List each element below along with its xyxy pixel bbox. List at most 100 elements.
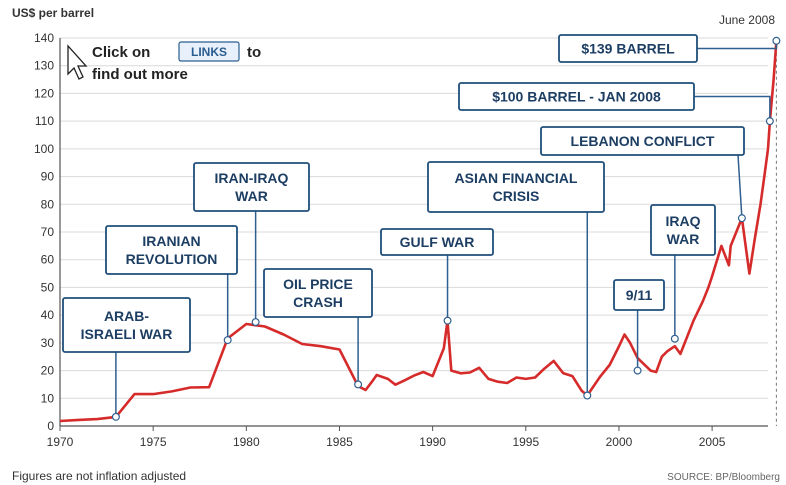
x-tick-label: 1970 (47, 435, 74, 449)
y-tick-label: 140 (34, 31, 54, 45)
callout-label[interactable]: ARAB- ISRAELI WAR (81, 308, 173, 342)
callout-label-line[interactable]: $139 BARREL (581, 41, 675, 57)
callout-label-line[interactable]: IRANIAN (142, 233, 200, 249)
event-callout[interactable]: GULF WAR (380, 228, 494, 325)
callout-box[interactable] (540, 126, 745, 156)
callout-marker (772, 36, 781, 45)
footnote: Figures are not inflation adjusted (12, 469, 186, 483)
hint-text-before: Click on (92, 44, 150, 61)
callout-label[interactable]: IRANIAN REVOLUTION (126, 233, 218, 267)
callout-box[interactable] (458, 82, 695, 111)
y-tick-label: 90 (41, 170, 55, 184)
callout-label-line[interactable]: LEBANON CONFLICT (571, 133, 715, 149)
event-callout[interactable]: LEBANON CONFLICT (540, 126, 746, 223)
callout-marker (765, 117, 774, 126)
callout-marker (670, 334, 679, 343)
callout-box[interactable] (558, 34, 698, 63)
y-tick-label: 110 (35, 114, 54, 128)
callout-label[interactable]: $100 BARREL - JAN 2008 (492, 89, 661, 105)
event-callout[interactable]: 9/11 (613, 279, 665, 375)
callout-label-line[interactable]: WAR (667, 231, 700, 247)
y-tick-label: 80 (41, 197, 55, 211)
callout-label-line[interactable]: 9/11 (626, 287, 653, 303)
source-label: SOURCE: BP/Bloomberg (667, 472, 780, 483)
callout-label-line[interactable]: REVOLUTION (126, 251, 218, 267)
callout-marker (111, 412, 120, 421)
x-tick-label: 2000 (606, 435, 633, 449)
event-callouts: ARAB- ISRAELI WAR IRANIAN REVOLUTION IRAN-IR… (62, 34, 781, 421)
callout-label-line[interactable]: ISRAELI WAR (81, 326, 173, 342)
callout-leader (694, 95, 771, 122)
callout-leader (737, 154, 743, 219)
callout-label[interactable]: IRAQ WAR (666, 213, 701, 247)
callout-marker (251, 318, 260, 327)
callout-box[interactable] (427, 161, 605, 213)
callout-label-line[interactable]: OIL PRICE (283, 276, 353, 292)
axes (59, 38, 768, 427)
x-tick-label: 1995 (512, 435, 539, 449)
callout-box[interactable] (62, 297, 191, 353)
y-tick-label: 70 (41, 225, 55, 239)
date-label: June 2008 (719, 13, 775, 27)
event-callout[interactable]: IRANIAN REVOLUTION (105, 225, 238, 345)
callout-marker (737, 214, 746, 223)
x-tick-label: 1980 (233, 435, 260, 449)
callout-label-line[interactable]: GULF WAR (400, 234, 475, 250)
event-callout[interactable]: IRAN-IRAQ WAR (193, 162, 310, 327)
callout-label[interactable]: OIL PRICE CRASH (283, 276, 353, 310)
y-tick-label: 100 (34, 142, 54, 156)
callout-label-line[interactable]: IRAN-IRAQ (215, 170, 289, 186)
y-tick-label: 60 (41, 253, 55, 267)
callout-marker (354, 380, 363, 389)
event-callout[interactable]: $100 BARREL - JAN 2008 (458, 82, 774, 126)
y-tick-label: 0 (47, 419, 54, 433)
y-tick-label: 40 (41, 308, 55, 322)
y-tick-label: 30 (41, 336, 55, 350)
x-tick-label: 1990 (419, 435, 446, 449)
y-tick-label: 130 (34, 59, 54, 73)
event-callout[interactable]: IRAQ WAR (650, 204, 716, 343)
event-callout[interactable]: OIL PRICE CRASH (263, 268, 373, 389)
callout-label-line[interactable]: $100 BARREL - JAN 2008 (492, 89, 661, 105)
callout-label[interactable]: LEBANON CONFLICT (571, 133, 715, 149)
x-tick-label: 2005 (699, 435, 726, 449)
cursor-icon (67, 44, 88, 80)
callout-box[interactable] (193, 162, 310, 212)
callout-box[interactable] (380, 228, 494, 256)
callout-label[interactable]: GULF WAR (400, 234, 475, 250)
hint-text-after-2: find out more (92, 66, 188, 83)
y-tick-label: 50 (41, 280, 55, 294)
callout-label-line[interactable]: IRAQ (666, 213, 701, 229)
callout-label-line[interactable]: CRISIS (493, 188, 540, 204)
event-callout[interactable]: $139 BARREL (558, 34, 781, 63)
event-callout[interactable]: ARAB- ISRAELI WAR (62, 297, 191, 421)
links-hint: Click on LINKS to find out more (67, 41, 261, 83)
callout-label-line[interactable]: ARAB- (104, 308, 149, 324)
event-callout[interactable]: ASIAN FINANCIAL CRISIS (427, 161, 605, 400)
links-button-label[interactable]: LINKS (191, 45, 227, 59)
y-axis-ticks: 0 10 20 30 40 50 60 70 80 90 100 110 120 130 140 (34, 31, 54, 433)
links-button[interactable]: LINKS (178, 41, 240, 62)
y-tick-label: 20 (41, 364, 55, 378)
callout-box[interactable] (650, 204, 716, 256)
callout-box[interactable] (105, 225, 238, 275)
callout-label[interactable]: ASIAN FINANCIAL CRISIS (455, 170, 578, 204)
price-series-line (59, 40, 778, 423)
callout-label-line[interactable]: ASIAN FINANCIAL (455, 170, 578, 186)
callout-marker (443, 316, 452, 325)
y-tick-label: 120 (34, 86, 54, 100)
y-unit-label: US$ per barrel (12, 6, 94, 20)
y-tick-label: 10 (41, 391, 55, 405)
callout-box[interactable] (613, 279, 665, 311)
links-button-frame[interactable] (178, 41, 240, 62)
callout-label[interactable]: $139 BARREL (581, 41, 675, 57)
callout-label[interactable]: 9/11 (626, 287, 653, 303)
callout-label[interactable]: IRAN-IRAQ WAR (215, 170, 289, 204)
callout-marker (583, 391, 592, 400)
x-tick-label: 1985 (326, 435, 353, 449)
callout-box[interactable] (263, 268, 373, 318)
callout-label-line[interactable]: WAR (235, 188, 268, 204)
x-axis-ticks: 1970 1975 1980 1985 1990 1995 2000 2005 (47, 426, 726, 449)
callout-label-line[interactable]: CRASH (293, 294, 343, 310)
